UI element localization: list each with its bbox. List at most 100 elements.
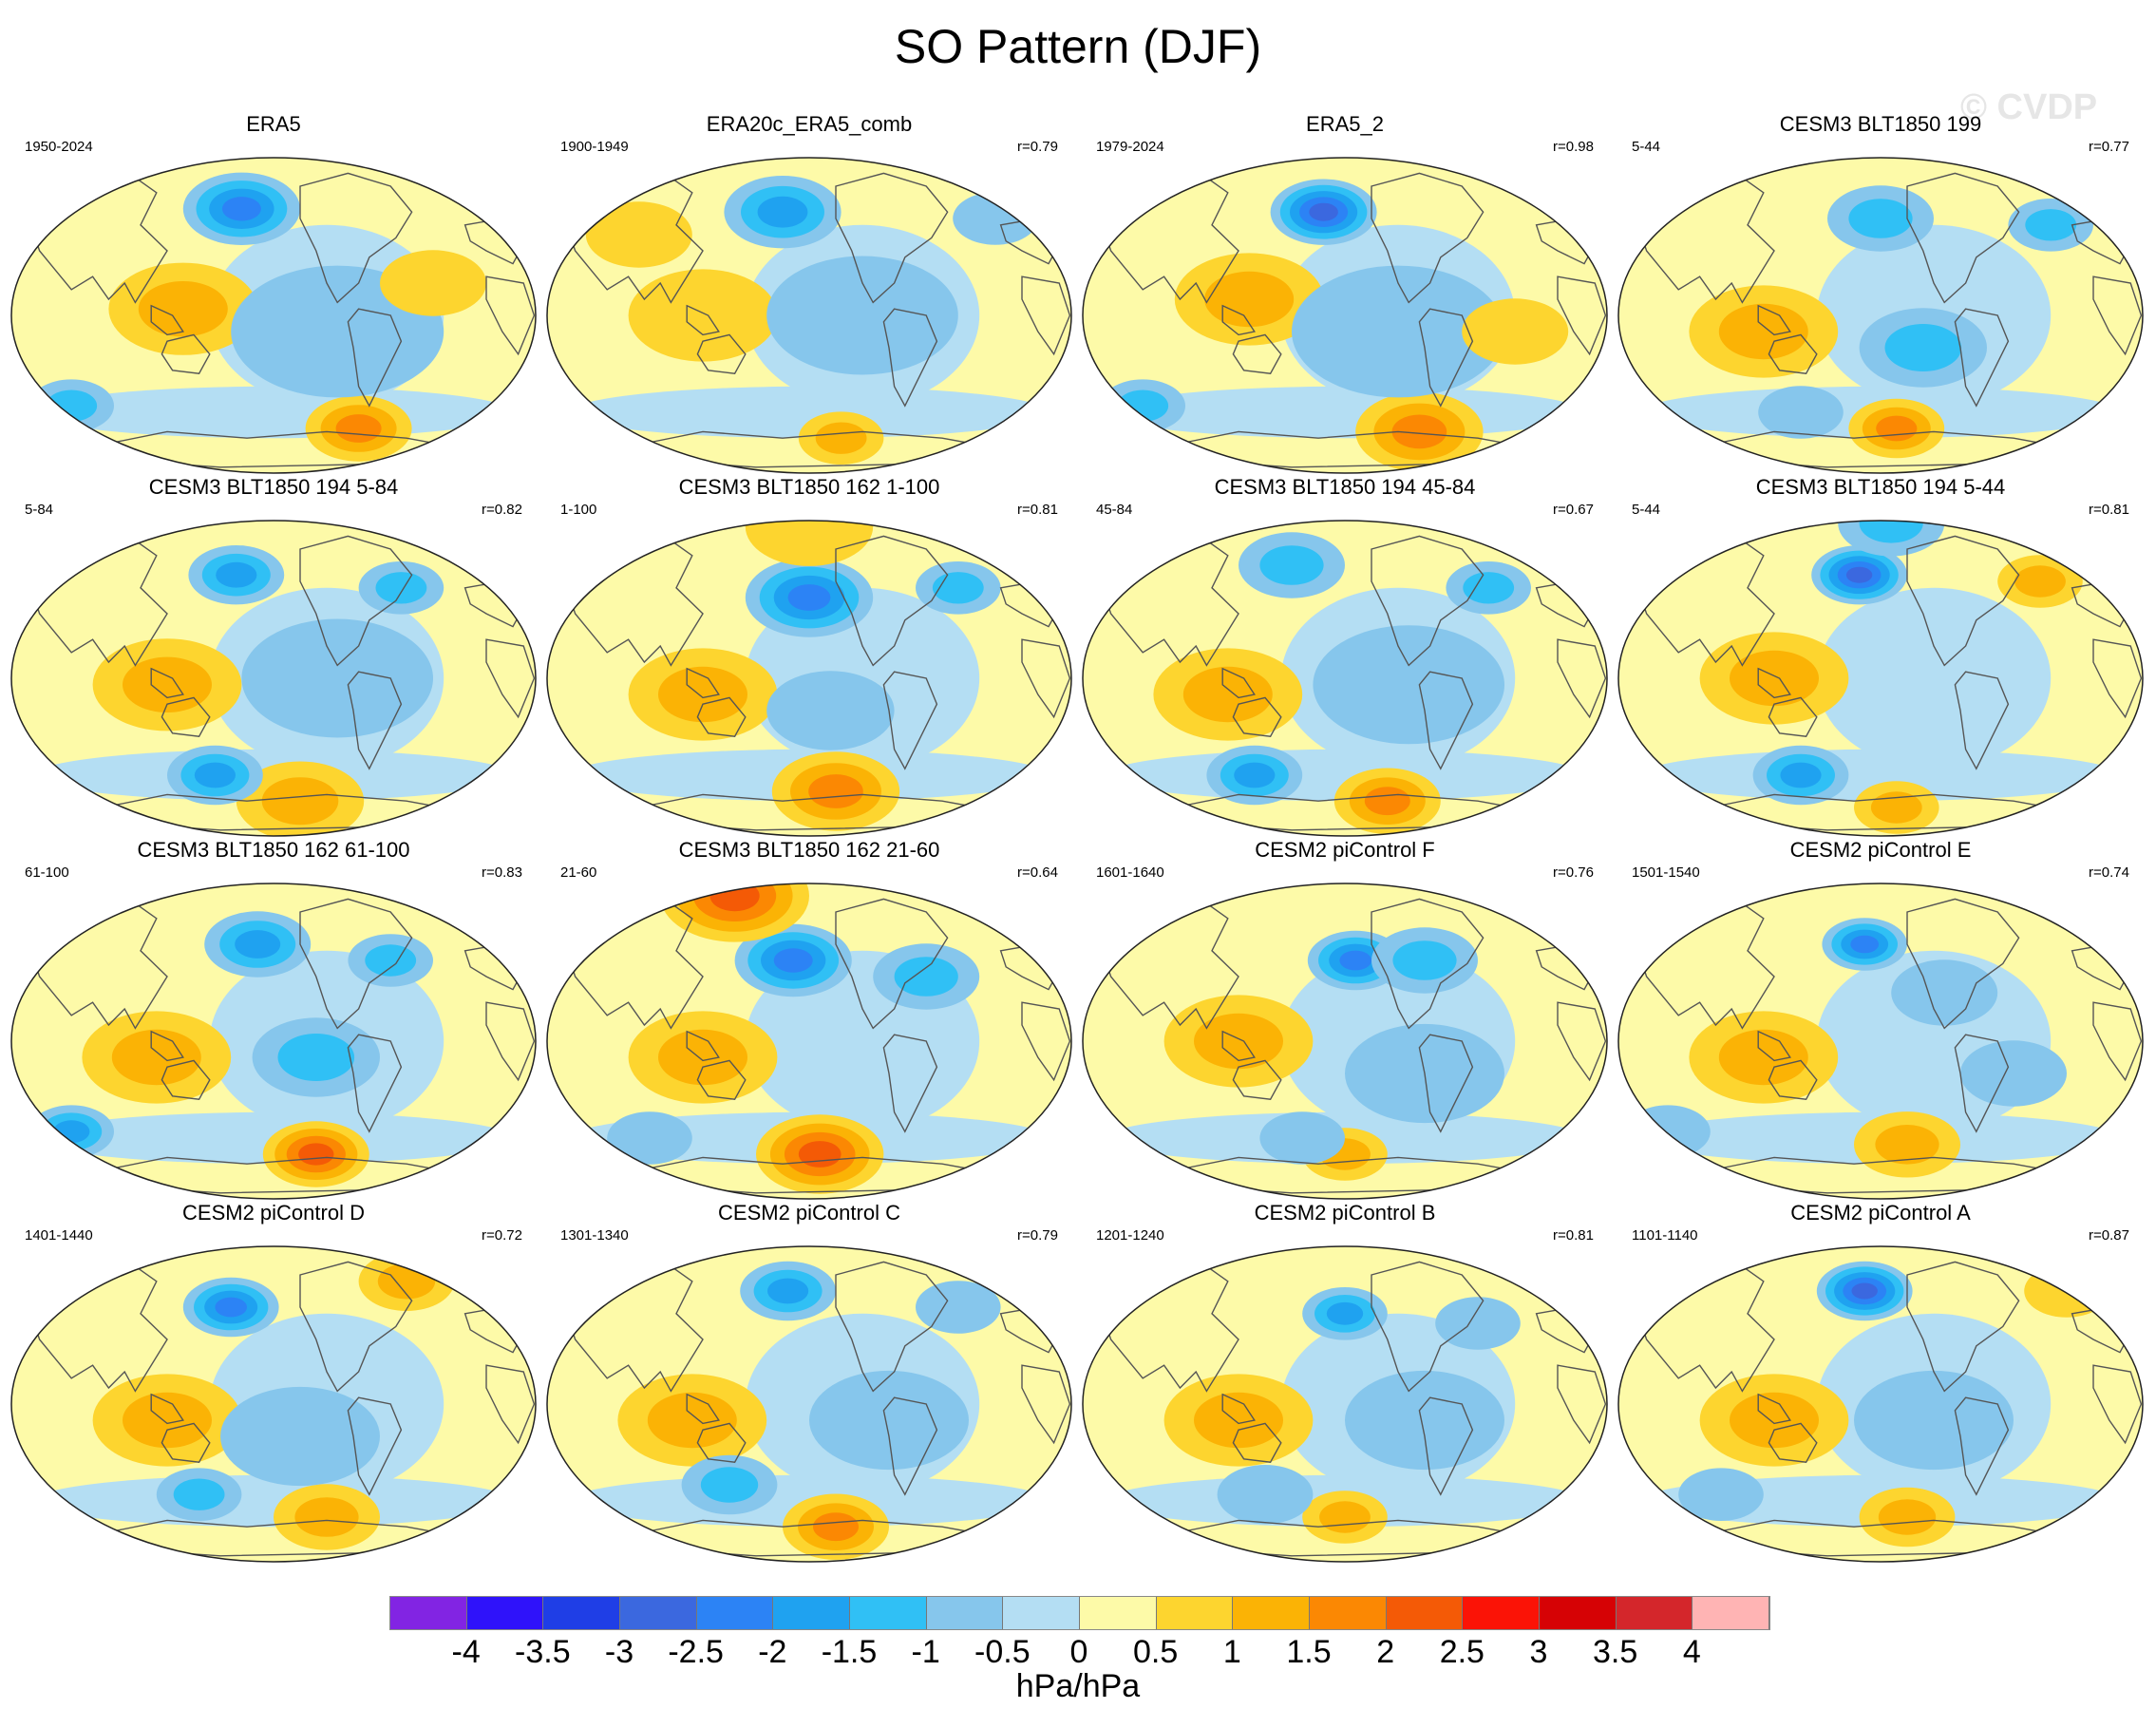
colorbar-tick: 1.5 xyxy=(1286,1634,1332,1670)
colorbar-swatch xyxy=(543,1597,621,1629)
anomaly-contour xyxy=(1730,1392,1819,1449)
colorbar-swatch xyxy=(1233,1597,1311,1629)
anomaly-contour xyxy=(261,777,339,826)
colorbar-tick: -1 xyxy=(911,1634,940,1670)
map-outline xyxy=(1617,157,2144,474)
panel-title: CESM2 piControl A xyxy=(1790,1201,1971,1225)
panel-years: 1900-1949 xyxy=(560,139,629,155)
anomaly-contour xyxy=(1259,1111,1345,1165)
anomaly-contour xyxy=(766,671,895,750)
anomaly-contour xyxy=(235,930,281,959)
map-outline xyxy=(1617,883,2144,1200)
anomaly-contour xyxy=(1194,1392,1283,1449)
anomaly-contour xyxy=(1326,1301,1364,1325)
anomaly-contour xyxy=(1780,762,1822,788)
anomaly-contour xyxy=(658,666,747,723)
anomaly-contour xyxy=(798,1141,842,1168)
anomaly-contour xyxy=(173,1478,225,1510)
map-panel: CESM3 BLT1850 199 5-44 r=0.77 xyxy=(1615,112,2147,477)
map-outline xyxy=(546,883,1072,1200)
anomaly-contour xyxy=(1625,1105,1711,1158)
robinson-map xyxy=(1082,883,1608,1200)
robinson-map xyxy=(1617,520,2144,837)
panel-years: 1101-1140 xyxy=(1632,1227,1698,1244)
map-panel: CESM2 piControl B 1201-1240 r=0.81 xyxy=(1079,1201,1611,1566)
colorbar-swatch xyxy=(620,1597,697,1629)
robinson-map xyxy=(1082,1245,1608,1563)
panel-years: 45-84 xyxy=(1096,502,1133,518)
colorbar-swatch xyxy=(773,1597,851,1629)
colorbar-tick: -3 xyxy=(604,1634,634,1670)
map-panel: CESM2 piControl A 1101-1140 r=0.87 xyxy=(1615,1201,2147,1566)
map-panel: ERA20c_ERA5_comb 1900-1949 r=0.79 xyxy=(543,112,1075,477)
anomaly-contour xyxy=(1870,791,1922,824)
colorbar-tick: 3 xyxy=(1529,1634,1548,1670)
panel-correlation: r=0.82 xyxy=(482,502,522,518)
panel-years: 21-60 xyxy=(560,864,597,881)
map-outline xyxy=(546,520,1072,837)
anomaly-contour xyxy=(294,1497,359,1537)
colorbar-tick: 2.5 xyxy=(1439,1634,1485,1670)
anomaly-contour xyxy=(1875,1125,1939,1165)
panel-title: CESM2 piControl E xyxy=(1789,838,1972,862)
panel-title: ERA5_2 xyxy=(1306,112,1384,136)
panel-title: ERA20c_ERA5_comb xyxy=(706,112,913,136)
colorbar-swatch xyxy=(1080,1597,1157,1629)
anomaly-contour xyxy=(2025,209,2077,241)
colorbar-tick: -2 xyxy=(758,1634,787,1670)
anomaly-contour xyxy=(916,1281,1001,1334)
panel-title: CESM3 BLT1850 199 xyxy=(1779,112,1982,136)
anomaly-contour xyxy=(1854,1370,2014,1471)
robinson-map xyxy=(10,157,537,474)
robinson-map xyxy=(10,883,537,1200)
anomaly-contour xyxy=(894,957,958,997)
cvdp-watermark: © CVDP xyxy=(1960,87,2098,127)
anomaly-contour xyxy=(1313,625,1504,745)
colorbar-units: hPa/hPa xyxy=(1015,1668,1141,1704)
anomaly-contour xyxy=(298,1143,334,1166)
panel-years: 1-100 xyxy=(560,502,597,518)
robinson-map xyxy=(1617,1245,2144,1563)
anomaly-contour xyxy=(1859,521,1923,543)
anomaly-contour xyxy=(1194,1013,1283,1070)
robinson-map xyxy=(546,520,1072,837)
panel-title: CESM2 piControl F xyxy=(1255,838,1435,862)
map-outline xyxy=(10,1245,537,1563)
anomaly-contour xyxy=(787,584,831,611)
anomaly-contour xyxy=(335,414,382,443)
panel-title: CESM3 BLT1850 194 45-84 xyxy=(1214,475,1476,499)
anomaly-contour xyxy=(1217,1465,1314,1525)
anomaly-contour xyxy=(808,774,863,808)
anomaly-contour xyxy=(1851,1282,1878,1300)
colorbar-tick: 0.5 xyxy=(1133,1634,1179,1670)
colorbar-tick: 4 xyxy=(1682,1634,1701,1670)
anomaly-contour xyxy=(1850,935,1880,954)
panel-correlation: r=0.81 xyxy=(1553,1227,1594,1244)
colorbar-swatch xyxy=(1386,1597,1464,1629)
anomaly-contour xyxy=(1319,1501,1371,1533)
colorbar-swatch xyxy=(1693,1597,1770,1629)
robinson-map xyxy=(1617,157,2144,474)
map-outline xyxy=(1082,157,1608,474)
colorbar-tick: 2 xyxy=(1376,1634,1395,1670)
colorbar-tick: -0.5 xyxy=(974,1634,1031,1670)
anomaly-contour xyxy=(647,1392,737,1449)
anomaly-contour xyxy=(216,561,257,588)
anomaly-contour xyxy=(1718,1029,1808,1086)
map-outline xyxy=(10,520,537,837)
anomaly-contour xyxy=(365,944,417,977)
anomaly-contour xyxy=(745,521,874,566)
map-panel: CESM3 BLT1850 194 5-44 5-44 r=0.81 xyxy=(1615,475,2147,840)
anomaly-contour xyxy=(709,883,760,912)
panel-correlation: r=0.67 xyxy=(1553,502,1594,518)
colorbar-tick: 1 xyxy=(1222,1634,1241,1670)
anomaly-contour xyxy=(1391,414,1447,449)
anomaly-contour xyxy=(1718,303,1808,360)
panel-years: 1301-1340 xyxy=(560,1227,629,1244)
map-outline xyxy=(1082,883,1608,1200)
map-panel: CESM3 BLT1850 162 21-60 21-60 r=0.64 xyxy=(543,838,1075,1203)
colorbar xyxy=(389,1596,1770,1630)
colorbar-swatch xyxy=(1540,1597,1617,1629)
panel-correlation: r=0.77 xyxy=(2089,139,2129,155)
map-panel: CESM2 piControl C 1301-1340 r=0.79 xyxy=(543,1201,1075,1566)
